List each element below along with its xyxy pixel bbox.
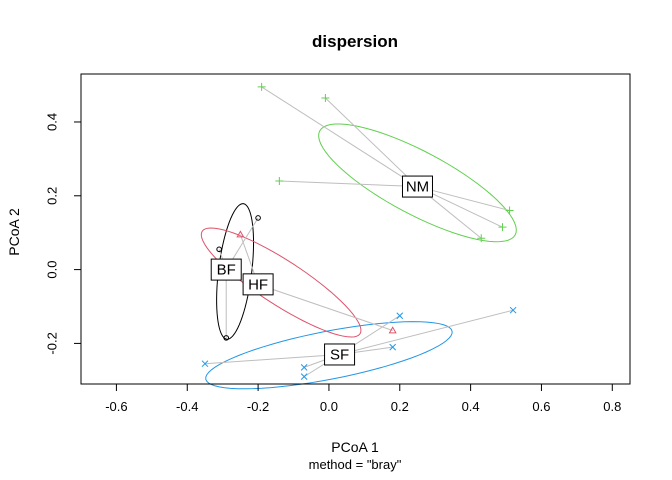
centroid-box-bf [210, 258, 242, 281]
sample-point-cross [300, 364, 308, 371]
x-tick-label: -0.2 [247, 399, 269, 414]
spider-segment-sf [339, 309, 514, 355]
sample-point-triangle [236, 230, 245, 238]
y-tick-label: 0.2 [45, 187, 60, 205]
sample-point-plus [498, 223, 507, 232]
method-subtitle: method = "bray" [309, 457, 402, 472]
centroid-label-nm: NM [406, 179, 429, 196]
dispersion-ellipses [200, 123, 517, 390]
x-tick-label: -0.6 [105, 399, 127, 414]
x-tick-label: 0.0 [320, 399, 338, 414]
sample-point-circle [216, 246, 222, 253]
spider-segment-nm [261, 86, 418, 187]
y-tick-label: 0.0 [45, 261, 60, 279]
x-tick-label: 0.8 [603, 399, 621, 414]
centroid-box-nm [401, 175, 433, 198]
centroid-label-bf: BF [217, 262, 236, 279]
centroid-label-sf: SF [330, 346, 349, 363]
sample-point-plus [257, 82, 266, 91]
x-tick-label: -0.4 [176, 399, 198, 414]
ellipse-bf [216, 203, 255, 340]
sample-point-plus [275, 177, 284, 186]
plot-frame [80, 73, 631, 385]
ellipse-hf [200, 227, 362, 338]
spider-segment-hf [257, 283, 393, 331]
sample-point-cross [389, 343, 397, 351]
axes: -0.6 -0.4 -0.2 0.0 0.2 0.4 0.6 0.8 -0.2 0.0 0.2 0.4 [45, 113, 622, 414]
x-tick-label: 0.4 [462, 399, 480, 414]
ellipse-sf [205, 321, 453, 390]
sample-point-cross [396, 312, 404, 320]
sample-point-circle [223, 335, 230, 341]
sample-point-plus [321, 93, 330, 102]
sample-point-circle [255, 215, 261, 221]
spider-segment-nm [279, 180, 418, 188]
centroid-box-hf [242, 273, 274, 296]
sample-point-cross [300, 373, 308, 380]
sample-point-plus [477, 234, 486, 243]
spider-segment-nm [325, 97, 418, 187]
sample-point-triangle [388, 326, 397, 334]
group-centroids: BF HF NM SF [210, 175, 433, 366]
sample-point-cross [509, 306, 517, 314]
y-tick-label: 0.4 [45, 113, 60, 131]
ellipse-nm [318, 123, 517, 243]
x-tick-label: 0.2 [391, 399, 409, 414]
centroid-box-sf [324, 343, 356, 366]
chart-title: dispersion [312, 32, 398, 51]
sample-point-cross [201, 360, 209, 368]
x-axis-label: PCoA 1 [331, 439, 379, 455]
spider-segment-sf [204, 353, 340, 365]
centroid-label-hf: HF [248, 276, 268, 293]
y-axis-label: PCoA 2 [6, 208, 22, 256]
spider-segments [204, 86, 514, 378]
x-tick-label: 0.6 [532, 399, 550, 414]
y-tick-label: -0.2 [45, 332, 60, 354]
sample-point-plus [505, 206, 514, 215]
sample-points [201, 82, 517, 380]
